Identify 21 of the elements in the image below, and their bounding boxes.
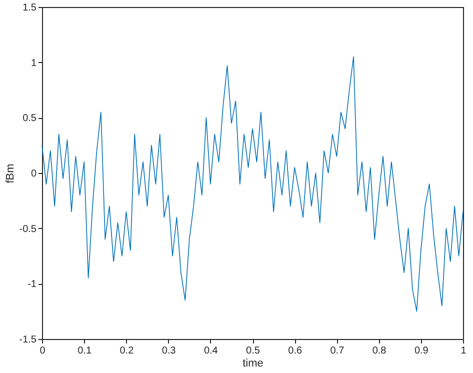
x-axis-title: time — [242, 358, 264, 370]
x-tick-label: 0.4 — [204, 346, 218, 356]
y-tick-label: -1.5 — [19, 334, 37, 346]
y-tick-label: 1.5 — [22, 2, 37, 14]
x-tick-label: 0.5 — [246, 346, 260, 356]
x-tick-label: 0 — [40, 346, 46, 356]
x-tick-label: 0.8 — [372, 346, 387, 356]
x-tick-label: 0.3 — [162, 346, 176, 356]
x-tick-label: 0.6 — [288, 346, 302, 356]
y-tick-label: -0.5 — [19, 224, 37, 235]
y-tick-label: 1 — [30, 58, 37, 69]
y-axis-title: fBm — [4, 164, 16, 184]
x-tick-label: 0.1 — [78, 346, 92, 356]
x-tick-label: 0.7 — [330, 346, 345, 356]
y-tick-label: -1 — [28, 279, 37, 290]
x-tick-label: 0.9 — [414, 346, 429, 356]
y-tick-label: 0.5 — [22, 113, 37, 124]
x-tick-label: 1 — [460, 346, 467, 356]
x-tick-label: 0.2 — [120, 346, 134, 356]
line-series — [42, 56, 464, 312]
y-tick-label: 0 — [30, 168, 37, 180]
